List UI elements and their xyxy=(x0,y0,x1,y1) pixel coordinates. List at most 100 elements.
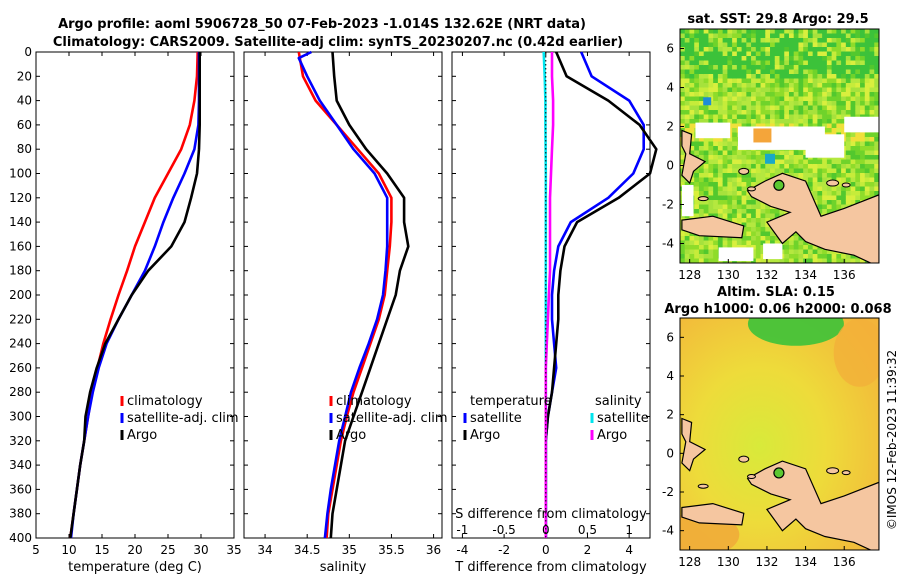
sst-cell xyxy=(746,236,752,241)
sst-cell xyxy=(774,159,780,165)
sst-cell xyxy=(736,101,743,106)
sst-cell xyxy=(798,123,804,129)
sst-cell xyxy=(741,218,747,223)
sst-cell xyxy=(755,38,762,43)
sst-cell xyxy=(860,137,866,142)
sst-cell xyxy=(694,213,700,219)
sst-cell xyxy=(784,254,790,259)
sst-cell xyxy=(812,29,818,34)
sst-cell xyxy=(698,119,705,124)
land-island xyxy=(841,470,851,476)
sst-cell xyxy=(812,182,818,187)
land-island xyxy=(697,196,709,202)
sst-cell xyxy=(812,164,818,169)
sst-cell xyxy=(727,159,733,165)
sst-cell xyxy=(807,123,814,129)
sst-cell xyxy=(845,177,852,183)
sst-cell xyxy=(864,69,871,75)
y-tick-label: 400 xyxy=(9,531,32,545)
sst-cell xyxy=(732,123,738,129)
sst-cell xyxy=(798,119,804,124)
sst-cell xyxy=(689,33,695,39)
sst-cell xyxy=(812,96,818,102)
sst-cell xyxy=(717,236,724,241)
sst-cell xyxy=(722,182,728,187)
sst-cell xyxy=(860,56,866,61)
sst-cell xyxy=(803,105,809,111)
sst-cell xyxy=(812,245,818,250)
sst-cell xyxy=(845,74,852,79)
sst-cell xyxy=(860,164,866,169)
sst-cell xyxy=(855,96,861,102)
sst-cell xyxy=(703,51,709,57)
sst-cell xyxy=(751,155,757,160)
sst-cell xyxy=(850,60,856,66)
sst-cell xyxy=(684,182,690,187)
sst-cell xyxy=(826,168,833,174)
sst-cell xyxy=(841,78,847,84)
sst-cell xyxy=(755,65,762,70)
sst-cell xyxy=(869,137,875,142)
sst-cell xyxy=(713,83,719,88)
top-tick-label: 1 xyxy=(625,523,633,537)
sst-cell xyxy=(793,105,799,111)
sst-cell xyxy=(698,33,705,39)
sst-cell xyxy=(736,38,743,43)
sst-cell xyxy=(703,137,709,142)
sst-cell xyxy=(774,33,780,39)
sst-cell xyxy=(684,110,690,115)
sst-cell xyxy=(732,101,738,106)
sst-cell xyxy=(822,191,828,196)
sst-cell xyxy=(812,249,818,255)
sst-cell xyxy=(732,42,738,48)
sst-cell xyxy=(717,74,724,79)
sst-cell xyxy=(689,182,695,187)
sst-cell xyxy=(708,92,714,97)
sst-cell xyxy=(680,254,686,259)
sst-cell xyxy=(746,150,752,156)
sst-cell xyxy=(822,195,828,201)
sst-cell xyxy=(713,141,719,147)
sst-cell xyxy=(836,204,842,210)
sst-cell xyxy=(708,137,714,142)
sst-cell xyxy=(760,74,766,79)
sst-cell xyxy=(860,69,866,75)
sst-cell xyxy=(836,51,842,57)
sst-cell xyxy=(746,51,752,57)
sst-cell xyxy=(841,92,847,97)
sst-cell xyxy=(855,177,861,183)
sst-cell xyxy=(698,65,705,70)
sst-cell xyxy=(703,60,709,66)
sst-cell xyxy=(736,47,743,52)
sst-cell xyxy=(855,42,861,48)
sst-cell xyxy=(698,78,705,84)
sst-cell xyxy=(713,213,719,219)
sst-cell xyxy=(864,42,871,48)
sst-cell xyxy=(822,101,828,106)
sst-cell xyxy=(760,83,766,88)
map-field xyxy=(680,29,879,263)
sst-cell xyxy=(864,56,871,61)
sst-cell xyxy=(874,47,879,52)
sst-cell xyxy=(722,29,728,34)
sst-cell xyxy=(788,78,795,84)
sst-cell xyxy=(698,105,705,111)
sst-cell xyxy=(713,200,719,205)
salinity-panel: 34 34.5 35 35.5 36salinityclimatologysatelli… xyxy=(243,50,448,575)
sst-cell xyxy=(694,47,700,52)
sst-cell xyxy=(841,254,847,259)
sst-cell xyxy=(717,33,724,39)
sst-cell xyxy=(807,51,814,57)
top-tick-label: -0.5 xyxy=(492,523,515,537)
sst-cell xyxy=(831,164,837,169)
sst-cell xyxy=(803,177,809,183)
sst-cell xyxy=(836,114,842,120)
sst-cell xyxy=(717,213,724,219)
sst-cell xyxy=(727,101,733,106)
sst-cell xyxy=(864,164,871,169)
y-tick-label: 0 xyxy=(24,45,32,59)
sst-cell xyxy=(860,29,866,34)
sst-cell xyxy=(869,96,875,102)
sst-cell xyxy=(689,96,695,102)
sst-cell xyxy=(798,56,804,61)
